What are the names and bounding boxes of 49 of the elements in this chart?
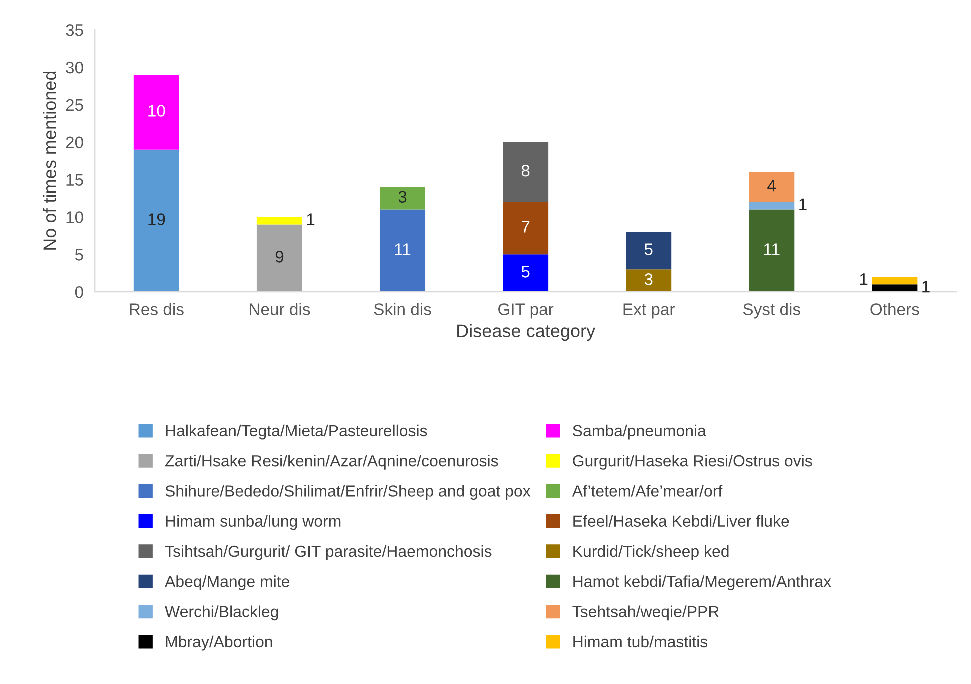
data-label: 19	[148, 214, 166, 226]
x-tick-label: Syst dis	[743, 303, 800, 319]
y-tick-label: 5	[75, 249, 84, 261]
data-label: 10	[148, 105, 166, 117]
legend-label: Halkafean/Tegta/Mieta/Pasteurellosis	[166, 424, 428, 440]
data-label: 5	[644, 244, 653, 256]
data-label: 1	[860, 274, 868, 286]
x-tick-label: GIT par	[498, 304, 554, 319]
legend-label: Himam tub/mastitis	[574, 636, 708, 648]
y-tick-label: 25	[66, 99, 84, 112]
legend-label: Tsihtsah/Gurgurit/ GIT parasite/Haemonchosis	[165, 545, 492, 560]
y-tick-label: 0	[75, 286, 84, 298]
legend-label: Himam sunba/lung worm	[166, 515, 341, 530]
y-tick-label: 30	[66, 62, 84, 74]
data-label: 4	[768, 180, 776, 192]
y-tick-label: 10	[66, 212, 84, 224]
legend-label: Mbray/Abortion	[166, 636, 272, 651]
legend-label: Tsehtsah/weqie/PPR	[572, 606, 719, 621]
y-tick-label: 15	[66, 174, 84, 186]
y-tick-label: 35	[66, 24, 84, 36]
data-label: 5	[522, 266, 530, 278]
legend-label: Efeel/Haseka Kebdi/Liver fluke	[574, 515, 790, 528]
data-label: 1	[922, 281, 930, 293]
legend-label: Gurgurit/Haseka Riesi/Ostrus ovis	[573, 455, 812, 470]
x-tick-label: Others	[870, 303, 920, 316]
data-label: 7	[522, 221, 530, 233]
x-tick-label: Skin dis	[374, 303, 432, 316]
data-label: 1	[800, 198, 807, 210]
data-label: 8	[522, 164, 530, 177]
data-label: 3	[644, 274, 653, 286]
legend-label: Af’tetem/Afe’mear/orf	[572, 485, 723, 497]
x-axis-title: Disease category	[458, 324, 596, 342]
legend-label: Hamot kebdi/Tafia/Megerem/Anthrax	[574, 576, 832, 590]
legend-label: Zarti/Hsake Resi/kenin/Azar/Aqnine/coenurosis	[166, 455, 498, 470]
legend-label: Samba/pneumonia	[573, 424, 706, 440]
data-label: 11	[395, 244, 411, 256]
x-tick-label: Neur dis	[250, 303, 310, 316]
legend-label: Werchi/Blackleg	[165, 606, 278, 621]
data-label: 11	[764, 244, 780, 256]
legend-label: Abeq/Mange mite	[165, 576, 290, 590]
data-label: 1	[307, 214, 315, 226]
y-tick-label: 20	[66, 136, 84, 149]
data-label: 9	[276, 251, 284, 263]
x-tick-label: Res dis	[130, 303, 184, 316]
x-tick-label: Ext par	[624, 304, 675, 319]
data-label: 3	[398, 191, 407, 203]
legend-label: Kurdid/Tick/sheep ked	[574, 545, 729, 560]
legend-label: Shihure/Bededo/Shilimat/Enfrir/Sheep and goat pox	[166, 485, 531, 500]
y-axis-title: No of times mentioned	[43, 72, 56, 250]
